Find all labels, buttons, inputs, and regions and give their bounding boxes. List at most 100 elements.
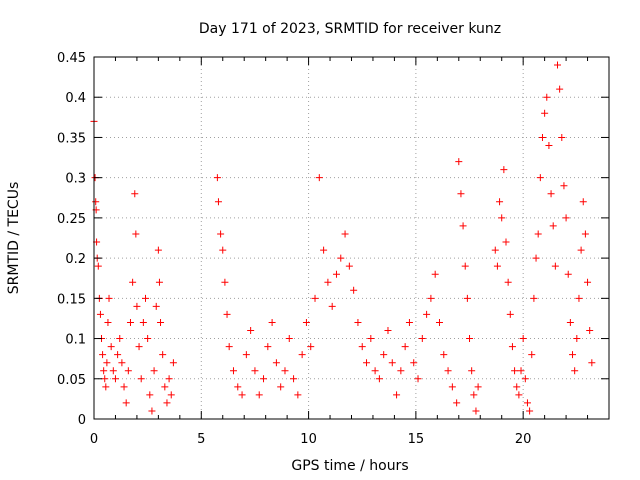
data-point	[517, 367, 525, 375]
data-point	[122, 399, 130, 407]
data-points	[90, 61, 596, 415]
data-point	[511, 367, 519, 375]
data-point	[453, 399, 461, 407]
data-point	[99, 351, 107, 359]
data-point	[431, 270, 439, 278]
data-point	[513, 383, 521, 391]
data-point	[214, 198, 222, 206]
data-point	[444, 367, 452, 375]
plot-border	[93, 56, 610, 420]
data-point	[493, 262, 501, 270]
data-point	[528, 351, 536, 359]
data-point	[547, 190, 555, 198]
data-point	[384, 327, 392, 335]
y-tick-label: 0.2	[65, 252, 86, 267]
data-point	[519, 335, 527, 343]
data-point	[114, 351, 122, 359]
data-point	[251, 367, 259, 375]
data-point	[126, 318, 134, 326]
data-point	[554, 61, 561, 69]
data-point	[457, 190, 465, 198]
y-tick-label: 0.4	[65, 91, 86, 106]
data-point	[560, 182, 568, 190]
chart-title: Day 171 of 2023, SRMTID for receiver kun…	[199, 21, 501, 37]
data-point	[530, 294, 538, 302]
data-point	[423, 310, 431, 318]
data-point	[573, 335, 581, 343]
data-point	[264, 343, 272, 351]
data-point	[523, 399, 531, 407]
data-point	[367, 335, 375, 343]
data-point	[96, 310, 104, 318]
data-point	[247, 327, 255, 335]
data-point	[588, 359, 596, 367]
data-point	[225, 343, 233, 351]
grid	[94, 57, 609, 419]
data-point	[551, 262, 559, 270]
data-point	[219, 246, 227, 254]
data-point	[515, 391, 523, 399]
data-point	[414, 375, 422, 383]
data-point	[345, 262, 353, 270]
data-point	[575, 294, 583, 302]
data-point	[332, 270, 340, 278]
y-tick-label: 0.25	[57, 212, 86, 227]
data-point	[157, 318, 165, 326]
data-point	[255, 391, 263, 399]
data-point	[100, 367, 108, 375]
data-point	[459, 222, 467, 230]
data-point	[298, 351, 306, 359]
y-tick-label: 0.45	[57, 51, 86, 66]
data-point	[468, 367, 476, 375]
x-tick-label: 15	[408, 432, 425, 447]
data-point	[541, 109, 549, 117]
y-tick-label: 0	[78, 413, 86, 428]
data-point	[397, 367, 405, 375]
data-point	[223, 310, 231, 318]
data-point	[350, 286, 358, 294]
data-point	[169, 359, 177, 367]
data-point	[101, 375, 109, 383]
data-point	[281, 367, 289, 375]
x-tick-label: 10	[300, 432, 317, 447]
data-point	[213, 174, 221, 182]
data-point	[556, 85, 564, 93]
data-point	[120, 383, 128, 391]
y-tick-label: 0.15	[57, 292, 86, 307]
data-point	[388, 359, 396, 367]
data-point	[131, 190, 139, 198]
data-point	[498, 214, 506, 222]
data-point	[461, 262, 469, 270]
x-tick-label: 0	[90, 432, 98, 447]
data-point	[581, 230, 589, 238]
data-point	[586, 327, 594, 335]
data-point	[534, 230, 542, 238]
data-point	[154, 246, 162, 254]
data-point	[571, 367, 579, 375]
data-point	[569, 351, 577, 359]
data-point	[506, 310, 514, 318]
data-point	[294, 391, 302, 399]
data-point	[320, 246, 328, 254]
data-point	[107, 343, 115, 351]
data-point	[129, 278, 137, 286]
data-point	[579, 198, 587, 206]
data-point	[427, 294, 435, 302]
data-point	[538, 133, 546, 141]
data-point	[328, 302, 336, 310]
data-point	[104, 318, 112, 326]
data-point	[363, 359, 371, 367]
data-point	[221, 278, 229, 286]
data-point	[277, 383, 285, 391]
data-point	[472, 407, 480, 415]
y-tick-label: 0.1	[65, 333, 86, 348]
data-point	[146, 391, 154, 399]
data-point	[238, 391, 246, 399]
data-point	[124, 367, 132, 375]
data-point	[521, 375, 529, 383]
y-tick-label: 0.35	[57, 131, 86, 146]
data-point	[311, 294, 319, 302]
data-point	[144, 335, 152, 343]
y-tick-label: 0.05	[57, 373, 86, 388]
